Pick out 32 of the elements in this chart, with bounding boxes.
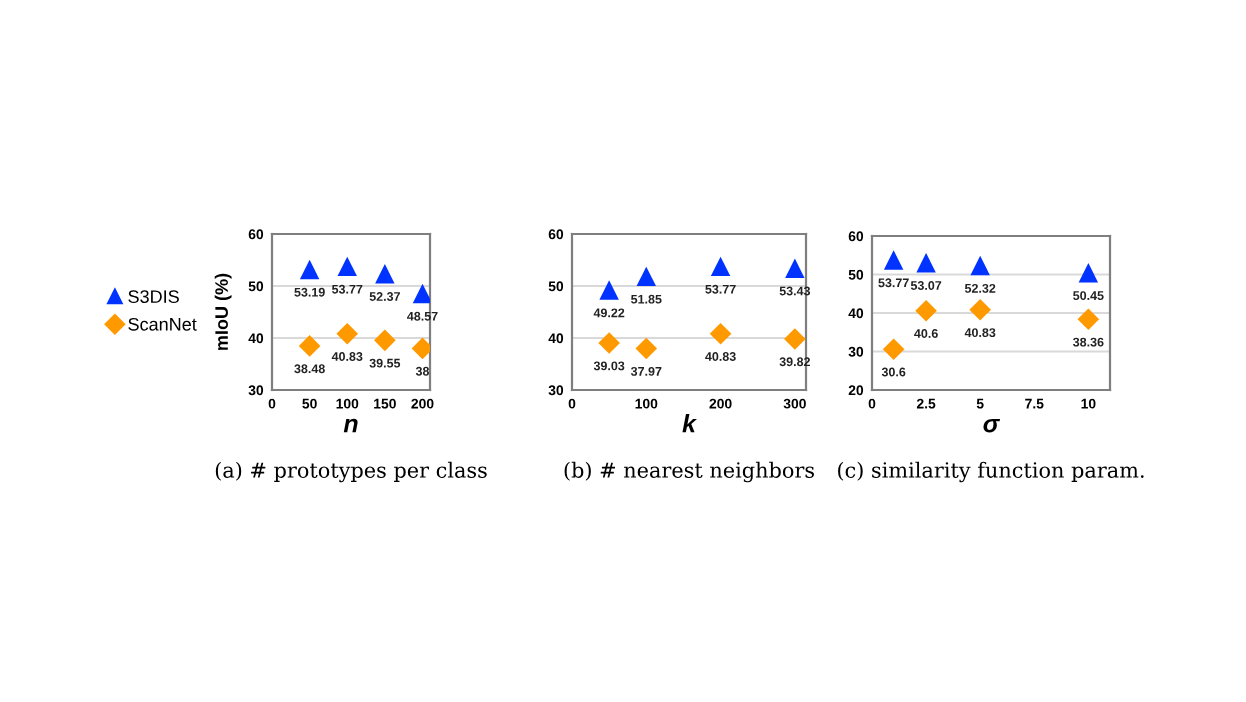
point xyxy=(969,299,991,321)
point xyxy=(337,256,357,277)
point xyxy=(882,338,905,360)
point xyxy=(883,250,904,270)
point xyxy=(635,337,658,360)
text: (b) # nearest neighbors xyxy=(564,461,814,483)
x-axis-title: n xyxy=(343,418,358,433)
point xyxy=(374,329,396,352)
point xyxy=(636,266,657,287)
point xyxy=(598,332,620,354)
point xyxy=(1078,263,1099,283)
point xyxy=(785,258,805,278)
text: (a) # prototypes per class xyxy=(215,461,487,483)
point xyxy=(709,322,732,345)
point xyxy=(1077,308,1100,331)
point xyxy=(336,322,359,345)
point xyxy=(916,252,936,273)
point xyxy=(375,263,395,284)
point xyxy=(299,259,320,280)
legend-label: S3DIS xyxy=(128,290,179,304)
legend-label: ScanNet xyxy=(128,317,197,331)
point xyxy=(970,255,990,276)
point xyxy=(599,280,619,300)
point xyxy=(710,256,731,277)
point xyxy=(915,299,937,322)
text: (c) similarity function param. xyxy=(838,461,1144,483)
point xyxy=(412,283,430,304)
x-axis-title: k xyxy=(682,414,697,433)
point xyxy=(298,335,321,357)
y-axis-title: mIoU (%) xyxy=(214,273,232,350)
point xyxy=(784,328,806,350)
x-axis-title: σ xyxy=(983,418,1001,433)
